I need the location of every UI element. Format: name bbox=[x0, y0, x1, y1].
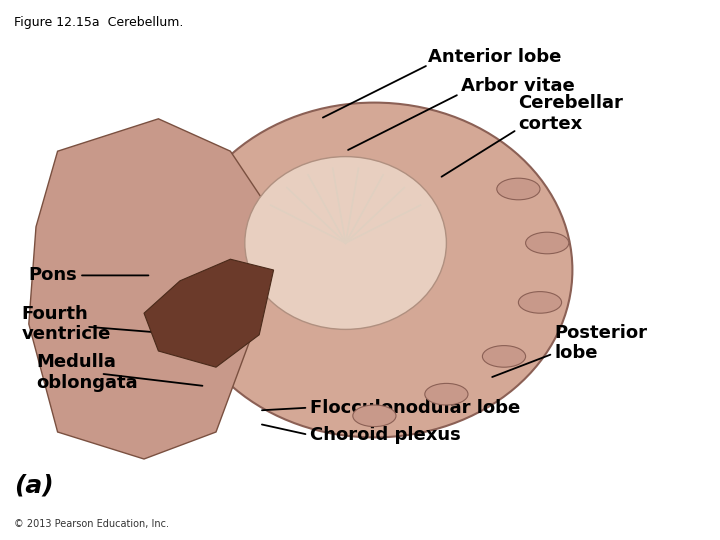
Ellipse shape bbox=[518, 292, 562, 313]
Ellipse shape bbox=[497, 178, 540, 200]
Text: Choroid plexus: Choroid plexus bbox=[310, 426, 460, 444]
Text: Figure 12.15a  Cerebellum.: Figure 12.15a Cerebellum. bbox=[14, 16, 184, 29]
Text: Flocculonodular lobe: Flocculonodular lobe bbox=[310, 399, 520, 417]
Ellipse shape bbox=[482, 346, 526, 367]
Polygon shape bbox=[144, 259, 274, 367]
Text: Arbor vitae: Arbor vitae bbox=[461, 77, 575, 96]
Text: Cerebellar
cortex: Cerebellar cortex bbox=[518, 94, 624, 133]
Text: (a): (a) bbox=[14, 474, 54, 498]
Ellipse shape bbox=[353, 405, 396, 427]
Text: Anterior lobe: Anterior lobe bbox=[428, 48, 562, 66]
Ellipse shape bbox=[176, 103, 572, 437]
Text: Pons: Pons bbox=[29, 266, 78, 285]
Polygon shape bbox=[29, 119, 274, 459]
Ellipse shape bbox=[245, 157, 446, 329]
Text: © 2013 Pearson Education, Inc.: © 2013 Pearson Education, Inc. bbox=[14, 519, 169, 529]
Text: Posterior
lobe: Posterior lobe bbox=[554, 323, 647, 362]
Text: Fourth
ventricle: Fourth ventricle bbox=[22, 305, 111, 343]
Ellipse shape bbox=[526, 232, 569, 254]
Ellipse shape bbox=[425, 383, 468, 405]
Text: Medulla
oblongata: Medulla oblongata bbox=[36, 353, 138, 392]
